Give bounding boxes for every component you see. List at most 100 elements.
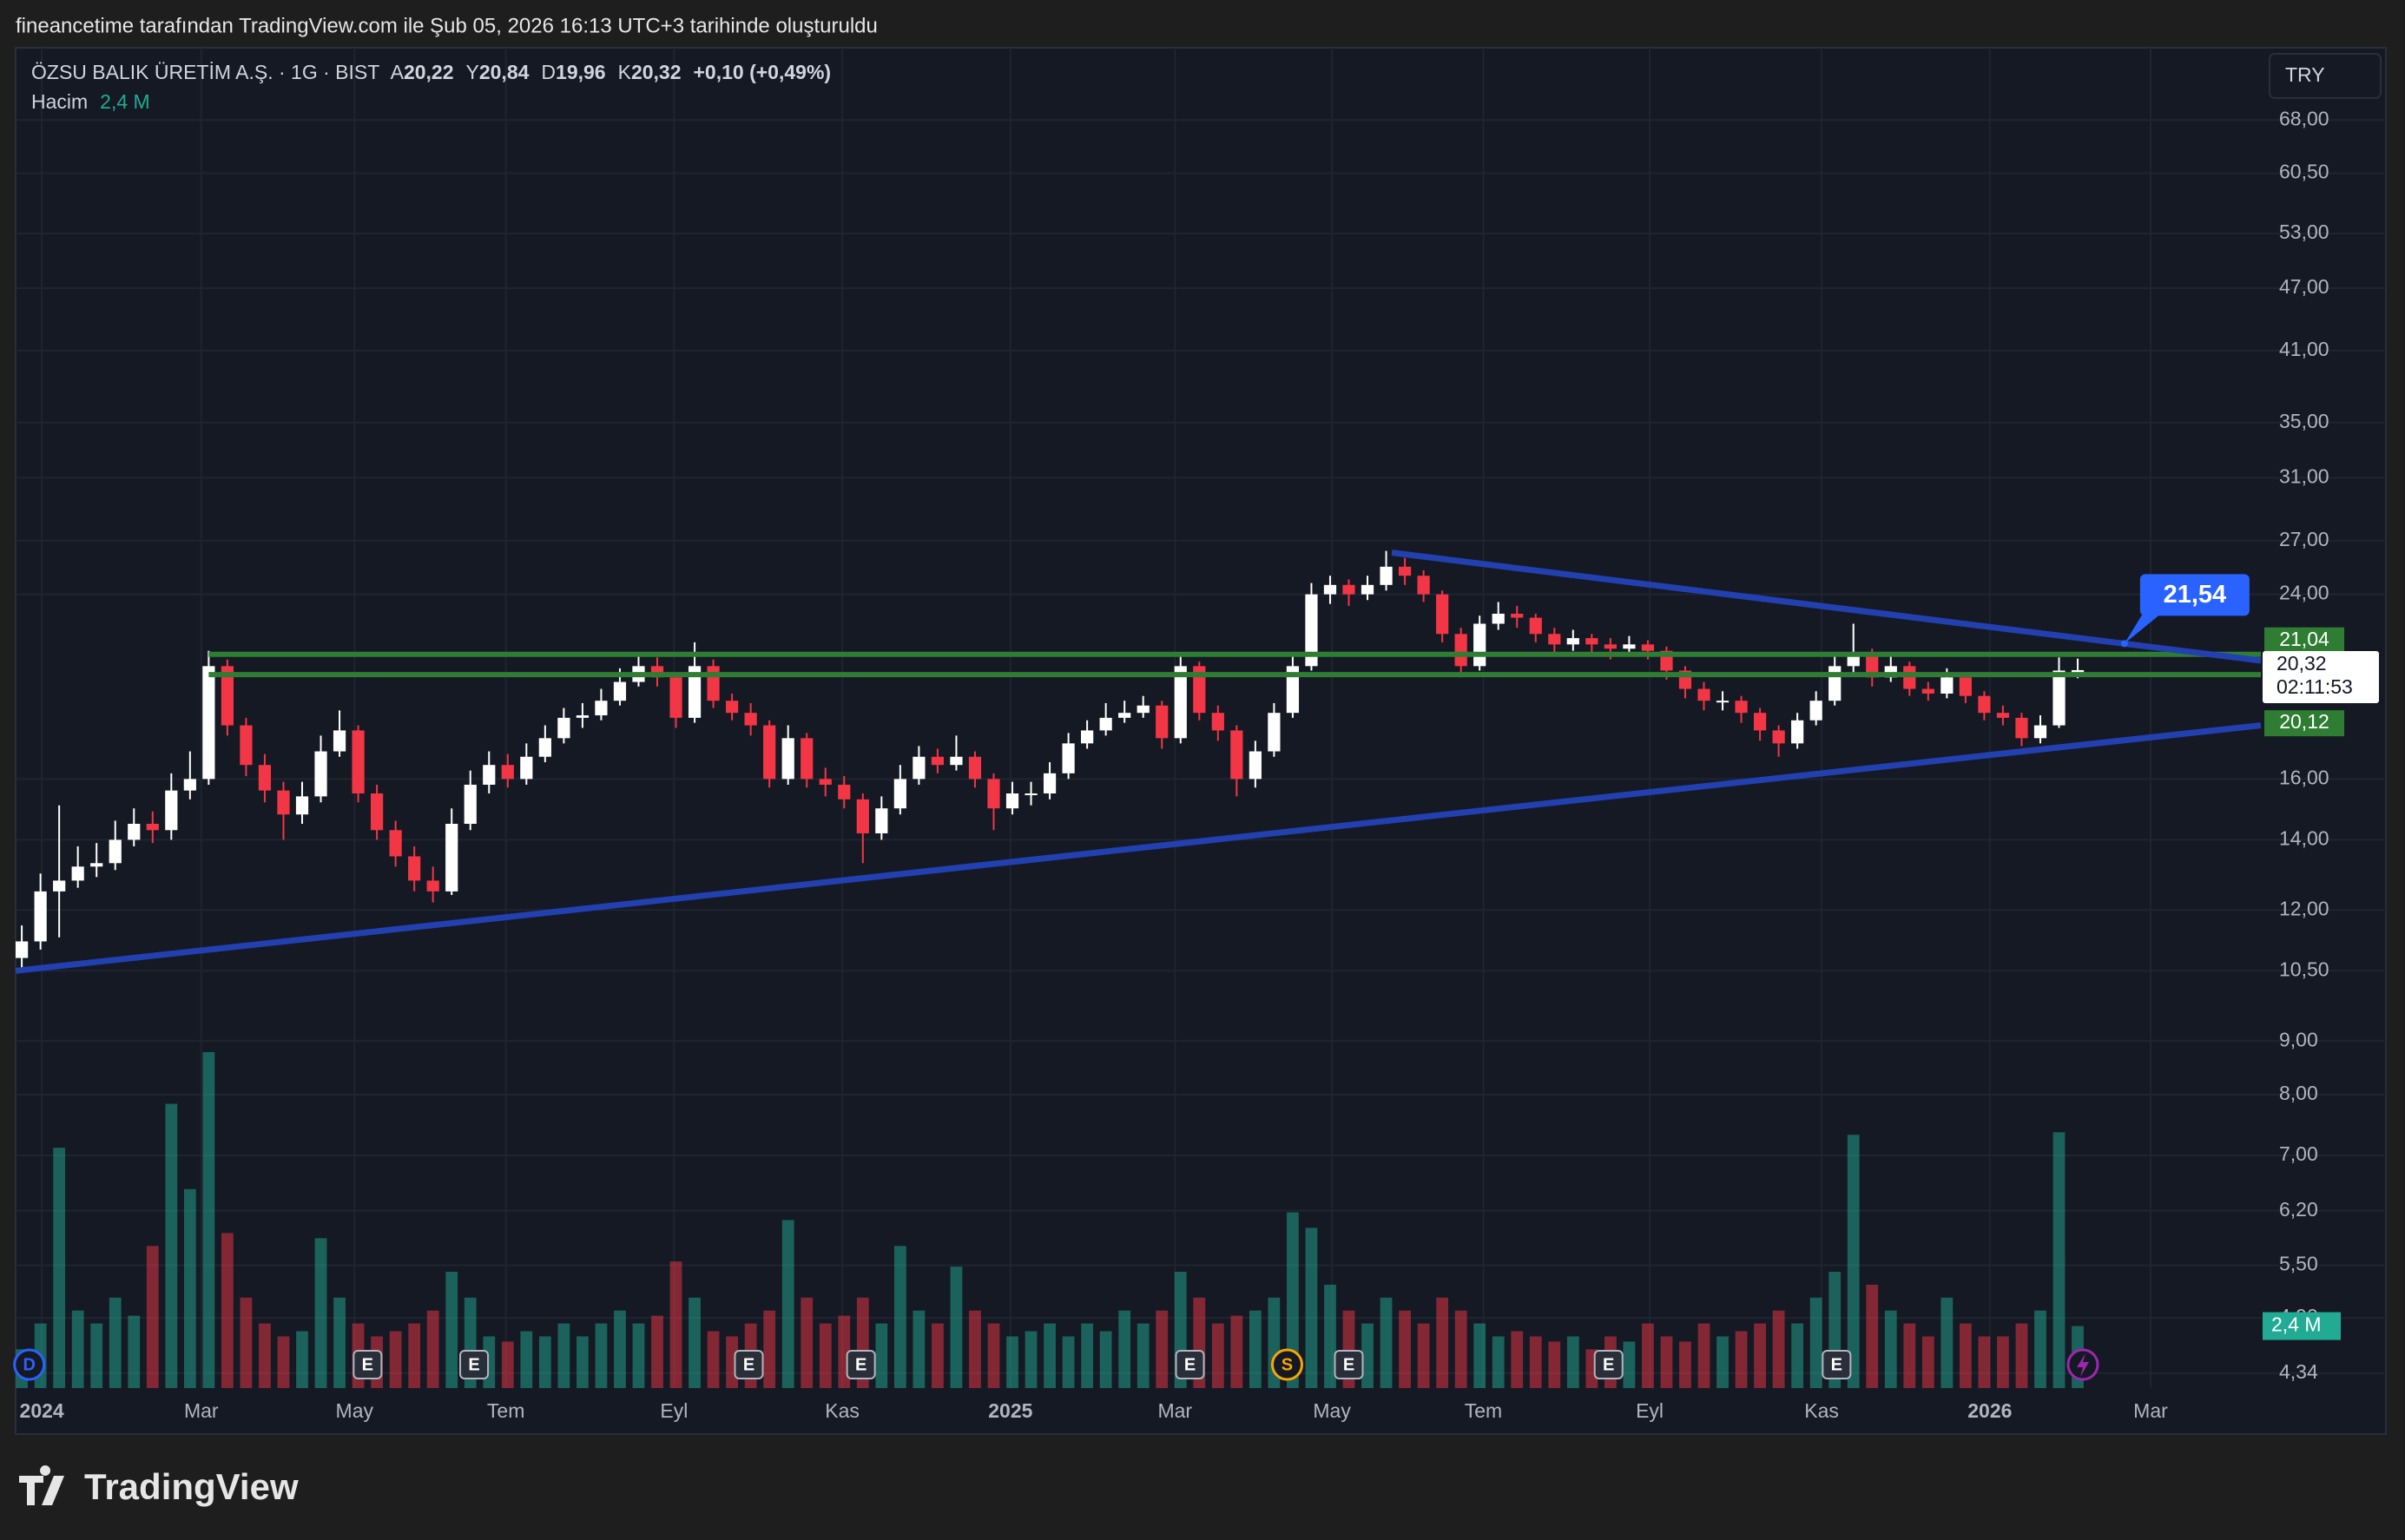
volume-bar: [1679, 1341, 1691, 1388]
y-tick-label: 9,00: [2279, 1028, 2318, 1050]
candle-body: [1156, 705, 1169, 739]
candle-body: [1940, 677, 1954, 694]
volume-bar: [987, 1323, 1000, 1388]
candle-body: [2033, 725, 2047, 739]
candle-body: [576, 715, 590, 718]
volume-bar: [893, 1246, 906, 1388]
volume-bar: [1380, 1297, 1393, 1388]
volume-bar: [71, 1310, 84, 1388]
candle-body: [1473, 623, 1486, 667]
y-tick-label: 4,34: [2279, 1360, 2318, 1383]
candle-body: [819, 779, 832, 785]
volume-bar: [913, 1310, 926, 1388]
candle-body: [183, 779, 196, 791]
volume-bar: [221, 1233, 234, 1388]
candle-body: [464, 784, 477, 824]
candle-body: [931, 756, 945, 766]
legend-volume-label: Hacim: [31, 90, 88, 113]
volume-bar: [632, 1323, 645, 1388]
candle-body: [538, 738, 551, 757]
volume-bar: [1866, 1284, 1879, 1388]
legend-volume-line: Hacim 2,4 M: [31, 90, 150, 113]
candle-body: [595, 701, 608, 716]
volume-bar: [259, 1323, 271, 1388]
y-tick-label: 5,50: [2279, 1253, 2318, 1275]
y-tick-label: 47,00: [2279, 275, 2329, 298]
header-text: fineancetime tarafından TradingView.com …: [16, 14, 878, 37]
volume-bar: [1211, 1323, 1224, 1388]
candle-body: [1361, 584, 1374, 595]
volume-bar: [408, 1323, 421, 1388]
callout-label: 21,54: [2164, 581, 2227, 609]
candle-body: [1025, 793, 1038, 795]
currency-button[interactable]: [2269, 53, 2382, 99]
candle-body: [801, 738, 814, 780]
candle-body: [1380, 566, 1393, 585]
y-tick-label: 60,50: [2279, 161, 2329, 183]
candle-body: [893, 779, 906, 809]
candle-body: [1753, 713, 1767, 731]
event-marker: [1175, 1350, 1205, 1379]
candle-body: [1529, 617, 1542, 635]
candle-body: [763, 725, 776, 780]
volume-bar: [128, 1315, 141, 1388]
event-label: E: [362, 1355, 373, 1374]
volume-bar: [1997, 1336, 2009, 1388]
volume-bar: [1361, 1323, 1374, 1388]
y-tick-label: 53,00: [2279, 220, 2329, 243]
candle-body: [109, 839, 122, 864]
volume-bar: [1230, 1315, 1243, 1388]
candle-body: [90, 863, 103, 867]
brand-name: TradingView: [84, 1466, 299, 1507]
volume-bar: [109, 1297, 122, 1388]
volume-bar: [1847, 1135, 1860, 1388]
volume-bar: [1436, 1297, 1449, 1388]
candle-body: [1249, 751, 1262, 780]
volume-bar: [1081, 1323, 1094, 1388]
currency-label[interactable]: TRY: [2285, 63, 2325, 86]
candle-body: [2015, 717, 2028, 739]
volume-bar: [1623, 1341, 1636, 1388]
volume-bar: [1399, 1310, 1411, 1388]
trendline: [15, 722, 2262, 974]
y-tick-label: 41,00: [2279, 338, 2329, 360]
candle-body: [1492, 613, 1505, 624]
candle-body: [258, 765, 272, 791]
x-tick-label: 2024: [20, 1399, 64, 1422]
volume-bar: [445, 1272, 458, 1388]
candle-body: [856, 799, 869, 833]
candle-body: [333, 730, 346, 752]
volume-bar: [950, 1267, 963, 1388]
volume-bar: [577, 1336, 589, 1388]
candle-body: [1417, 576, 1430, 595]
x-tick-label: May: [1313, 1399, 1351, 1422]
legend-high: 20,84: [479, 61, 530, 83]
candle-body: [1436, 594, 1449, 635]
candle-body: [744, 713, 757, 726]
volume-bar: [1921, 1336, 1934, 1388]
volume-bar: [651, 1315, 663, 1388]
event-label: E: [743, 1355, 754, 1374]
candle-body: [2052, 670, 2066, 726]
volume-bar: [1305, 1227, 1318, 1388]
candle-body: [1511, 613, 1524, 618]
candle-body: [669, 677, 682, 718]
volume-bar: [538, 1336, 551, 1388]
event-label: E: [468, 1355, 479, 1374]
level-badge: [2264, 710, 2344, 737]
event-label: E: [1184, 1355, 1196, 1374]
candle-body: [707, 666, 720, 701]
x-tick-label: Tem: [1465, 1399, 1502, 1422]
volume-bar: [1156, 1310, 1169, 1388]
event-label: D: [23, 1355, 35, 1374]
volume-bar: [1642, 1323, 1654, 1388]
volume-bar: [277, 1336, 290, 1388]
volume-bar: [202, 1052, 215, 1388]
volume-bar: [689, 1297, 701, 1388]
level-badge-label: 20,12: [2279, 710, 2329, 733]
volume-bar: [90, 1323, 103, 1388]
candle-body: [913, 756, 926, 780]
y-tick-label: 7,00: [2279, 1142, 2318, 1165]
volume-badge: [2263, 1312, 2341, 1340]
volume-bar: [819, 1323, 832, 1388]
